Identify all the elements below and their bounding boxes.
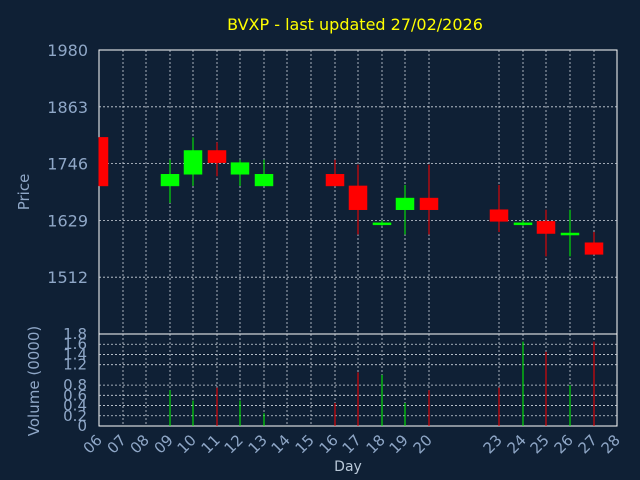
candle-body-12 bbox=[230, 162, 250, 175]
x-tick-23: 23 bbox=[480, 431, 506, 457]
candle-12 bbox=[230, 159, 250, 186]
x-tick-14: 14 bbox=[268, 431, 294, 457]
axis-labels: 198018631746162915121.81.61.41.20.80.60.… bbox=[47, 41, 624, 457]
volume-tick-0.4: 0.4 bbox=[63, 397, 87, 415]
candle-body-24 bbox=[513, 222, 533, 226]
volume-tick-1.8: 1.8 bbox=[63, 325, 87, 343]
price-tick-1863: 1863 bbox=[47, 98, 88, 117]
candle-26 bbox=[560, 209, 580, 257]
candle-body-11 bbox=[207, 150, 227, 163]
price-tick-1980: 1980 bbox=[47, 41, 88, 60]
x-tick-28: 28 bbox=[598, 431, 624, 457]
candle-23 bbox=[489, 184, 509, 233]
x-tick-25: 25 bbox=[527, 431, 553, 457]
chart-title: BVXP - last updated 27/02/2026 bbox=[227, 15, 483, 34]
price-tick-1629: 1629 bbox=[47, 211, 88, 230]
candle-09 bbox=[160, 159, 180, 203]
price-axis-label: Price bbox=[15, 174, 33, 211]
candle-body-18 bbox=[372, 222, 392, 226]
candle-body-17 bbox=[348, 185, 368, 210]
candle-19 bbox=[395, 184, 415, 235]
x-tick-19: 19 bbox=[386, 431, 412, 457]
candle-20 bbox=[419, 164, 439, 235]
x-tick-06: 06 bbox=[80, 431, 106, 457]
volume-tick-1.4: 1.4 bbox=[63, 345, 87, 363]
candle-body-19 bbox=[395, 197, 415, 210]
candle-body-23 bbox=[489, 209, 509, 222]
volume-axis-label: Volume (0000) bbox=[25, 326, 43, 436]
volume-tick-0.6: 0.6 bbox=[63, 386, 87, 404]
x-tick-08: 08 bbox=[127, 431, 153, 457]
candle-body-16 bbox=[325, 174, 345, 187]
candle-06 bbox=[98, 137, 109, 187]
candle-body-20 bbox=[419, 197, 439, 210]
candle-17 bbox=[348, 164, 368, 235]
volume-tick-1.2: 1.2 bbox=[63, 356, 87, 374]
candle-body-26 bbox=[560, 232, 580, 236]
candle-25 bbox=[536, 209, 556, 257]
candle-body-06 bbox=[98, 137, 109, 187]
volume-bars bbox=[169, 341, 595, 426]
x-tick-10: 10 bbox=[174, 431, 200, 457]
price-grid bbox=[99, 50, 617, 334]
candle-body-13 bbox=[254, 174, 274, 187]
x-tick-26: 26 bbox=[551, 431, 577, 457]
price-tick-1746: 1746 bbox=[47, 155, 88, 174]
candle-27 bbox=[584, 232, 604, 255]
candle-body-10 bbox=[183, 150, 203, 175]
candle-13 bbox=[254, 159, 274, 187]
candle-body-25 bbox=[536, 221, 556, 234]
candle-16 bbox=[325, 159, 345, 187]
x-tick-20: 20 bbox=[410, 431, 436, 457]
x-tick-12: 12 bbox=[221, 431, 247, 457]
candle-body-09 bbox=[160, 174, 180, 187]
price-tick-1512: 1512 bbox=[47, 268, 88, 287]
volume-tick-0.2: 0.2 bbox=[63, 407, 87, 425]
volume-tick-1.6: 1.6 bbox=[63, 335, 87, 353]
x-tick-17: 17 bbox=[339, 431, 365, 457]
candle-10 bbox=[183, 137, 203, 186]
candle-11 bbox=[207, 142, 227, 177]
candle-18 bbox=[372, 220, 392, 226]
volume-tick-0.8: 0.8 bbox=[63, 376, 87, 394]
candlesticks bbox=[98, 137, 604, 257]
candle-24 bbox=[513, 220, 533, 226]
x-axis-label: Day bbox=[334, 459, 362, 475]
volume-tick-0: 0 bbox=[77, 417, 87, 435]
x-tick-15: 15 bbox=[292, 431, 318, 457]
candle-body-27 bbox=[584, 242, 604, 255]
